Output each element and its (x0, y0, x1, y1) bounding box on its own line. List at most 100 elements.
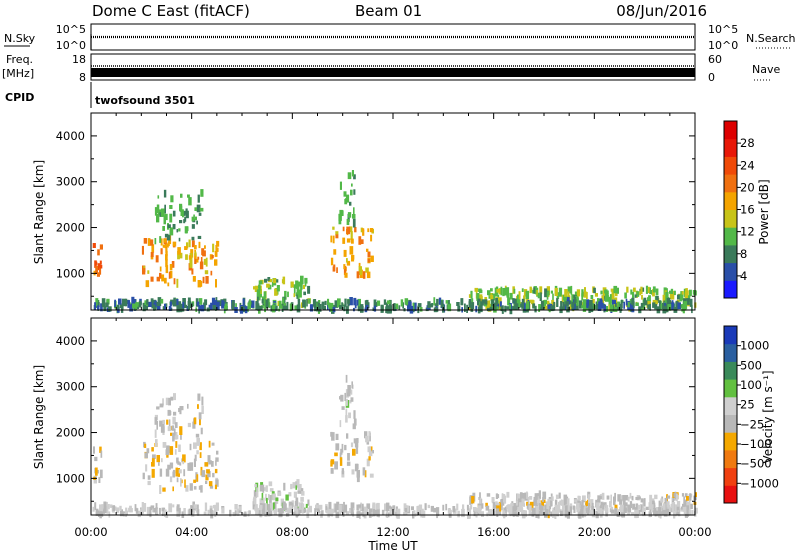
power-cell (496, 289, 499, 293)
power-cell (202, 276, 205, 284)
power-cell (343, 304, 346, 312)
velocity-cell (272, 493, 276, 501)
velocity-cell (349, 508, 353, 513)
power-cell (466, 304, 468, 313)
power-cell (609, 294, 612, 302)
velocity-cell (478, 507, 481, 514)
power-cell (604, 289, 608, 294)
velocity-cell (253, 490, 258, 498)
power-cell (150, 276, 154, 282)
velocity-cell (329, 509, 333, 517)
power-cell (352, 214, 356, 219)
velocity-cell (305, 503, 308, 509)
velocity-cell (205, 480, 208, 484)
power-cell (373, 305, 377, 312)
velocity-cell (307, 499, 310, 506)
velocity-cell (479, 497, 482, 504)
power-cell (284, 290, 287, 300)
velocity-cell (506, 491, 510, 498)
power-cell (347, 212, 352, 218)
velocity-cell (168, 397, 171, 406)
velocity-ytick-label: 2000 (56, 426, 85, 440)
velocity-cell (162, 398, 164, 406)
power-cell (143, 238, 148, 244)
velocity-cell (554, 504, 559, 512)
power-cell (547, 304, 551, 309)
velocity-cell (545, 509, 549, 515)
power-cell (366, 271, 371, 279)
power-cell (358, 266, 362, 275)
velocity-cell (93, 446, 95, 454)
velocity-cell (554, 499, 558, 506)
power-cell (412, 302, 415, 311)
velocity-cell (170, 432, 173, 436)
power-cell (143, 305, 146, 310)
velocity-cell (334, 461, 338, 470)
velocity-cell (533, 499, 537, 506)
velocity-cell (649, 507, 652, 514)
velocity-cell (675, 493, 678, 502)
velocity-cell (206, 469, 210, 474)
power-cell (539, 286, 543, 295)
power-cell (535, 288, 538, 294)
power-cell (266, 283, 270, 288)
power-ylabel: Slant Range [km] (32, 160, 46, 264)
power-cell (671, 302, 675, 310)
power-cell (506, 306, 510, 310)
power-cell (386, 300, 391, 305)
power-cell (491, 293, 496, 301)
power-cell (438, 297, 442, 305)
power-cell (169, 227, 174, 236)
power-cell (573, 297, 577, 306)
velocity-cell (212, 472, 215, 478)
power-cell (164, 204, 166, 214)
velocity-cell (558, 492, 561, 499)
power-cell (542, 300, 546, 309)
power-cell (354, 227, 357, 233)
power-cell (625, 298, 628, 306)
velocity-cell (179, 426, 183, 435)
velocity-colorbar-segment (724, 379, 737, 398)
power-cell (197, 194, 200, 203)
velocity-cell (159, 420, 163, 427)
velocity-cell (596, 502, 600, 511)
power-cell (169, 264, 173, 271)
velocity-cell (683, 502, 687, 510)
velocity-colorbar-tick-label: 1000 (740, 339, 769, 353)
power-cell (155, 301, 160, 307)
power-cell (304, 283, 307, 287)
velocity-cell (173, 393, 176, 401)
velocity-cell (500, 499, 503, 503)
power-cell (204, 270, 209, 275)
power-cell (592, 305, 595, 310)
freq-bottom-tick: 8 (79, 71, 86, 84)
velocity-cell (345, 398, 348, 406)
velocity-cell (559, 500, 562, 506)
velocity-cell (331, 511, 333, 517)
velocity-cell (667, 506, 671, 516)
power-cell (433, 297, 436, 306)
velocity-cell (563, 501, 567, 506)
power-cell (282, 276, 286, 285)
power-cell (199, 207, 204, 212)
power-colorbar-tick-label: 20 (740, 180, 755, 194)
power-cell (191, 268, 194, 275)
velocity-cell (193, 504, 198, 509)
velocity-cell (587, 503, 590, 511)
power-cell (600, 302, 604, 309)
power-cell (402, 302, 404, 309)
power-cell (283, 305, 287, 311)
power-panel: 1000 2000 3000 4000 Slant Range [km] 4 8 12 16… (32, 112, 771, 315)
power-cell (532, 303, 536, 309)
velocity-cell (368, 431, 371, 437)
power-cell (215, 279, 217, 288)
velocity-cell (610, 506, 614, 511)
power-cell (179, 220, 183, 224)
velocity-cell (319, 504, 323, 510)
velocity-cell (569, 503, 573, 510)
velocity-cell (666, 501, 670, 506)
power-cell (498, 297, 502, 304)
power-cell (343, 266, 347, 275)
power-cell (156, 303, 161, 311)
velocity-cell (187, 462, 191, 471)
